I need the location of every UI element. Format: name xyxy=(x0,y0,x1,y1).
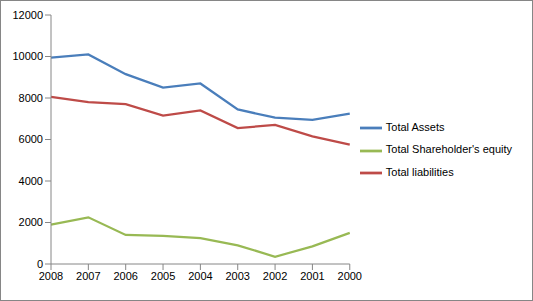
html-text:Total Shareholder's equity: Total Shareholder's equity xyxy=(385,143,512,156)
svg-text:0: 0 xyxy=(37,258,43,270)
svg-text:2006: 2006 xyxy=(113,270,137,282)
html-text:Total Assets: Total Assets xyxy=(385,121,445,134)
svg-text:2004: 2004 xyxy=(188,270,212,282)
svg-text:10000: 10000 xyxy=(12,50,43,62)
svg-text:12000: 12000 xyxy=(12,9,43,21)
svg-text:2001: 2001 xyxy=(300,270,324,282)
svg-text:2007: 2007 xyxy=(76,270,100,282)
svg-text:2000: 2000 xyxy=(338,270,362,282)
svg-text:2008: 2008 xyxy=(39,270,63,282)
svg-text:2002: 2002 xyxy=(263,270,287,282)
svg-text:2005: 2005 xyxy=(151,270,175,282)
svg-text:8000: 8000 xyxy=(19,92,43,104)
svg-text:6000: 6000 xyxy=(19,133,43,145)
svg-text:2000: 2000 xyxy=(19,216,43,228)
html-text:Total liabilities: Total liabilities xyxy=(385,165,454,178)
svg-text:4000: 4000 xyxy=(19,175,43,187)
svg-text:2003: 2003 xyxy=(225,270,249,282)
